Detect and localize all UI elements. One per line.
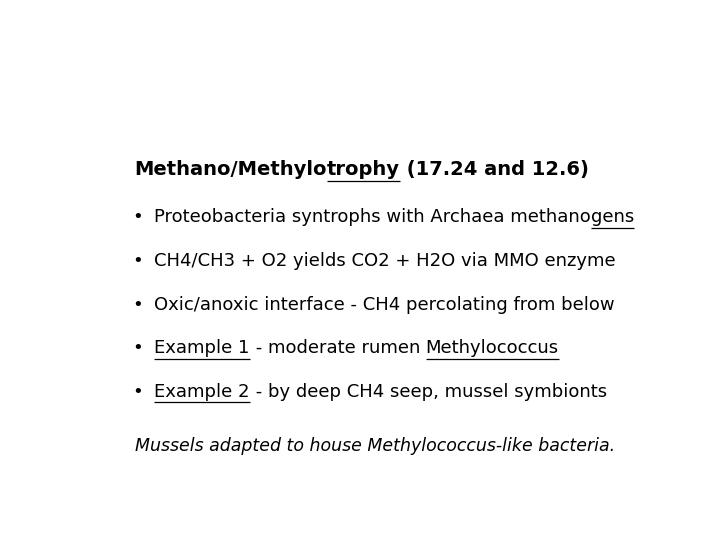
Text: trophy: trophy [327, 160, 400, 179]
Text: gens: gens [591, 208, 634, 226]
Text: •: • [132, 295, 143, 314]
Text: •: • [132, 208, 143, 226]
Text: - moderate rumen: - moderate rumen [250, 339, 426, 357]
Text: •: • [132, 383, 143, 401]
Text: •: • [132, 339, 143, 357]
Text: Methylococcus: Methylococcus [426, 339, 559, 357]
Text: - by deep CH4 seep, mussel symbionts: - by deep CH4 seep, mussel symbionts [250, 383, 607, 401]
Text: Proteobacteria syntrophs with Archaea methano: Proteobacteria syntrophs with Archaea me… [154, 208, 591, 226]
Text: CH4/CH3 + O2 yields CO2 + H2O via MMO enzyme: CH4/CH3 + O2 yields CO2 + H2O via MMO en… [154, 252, 616, 270]
Text: Example 2: Example 2 [154, 383, 250, 401]
Text: •: • [132, 252, 143, 270]
Text: Oxic/anoxic interface - CH4 percolating from below: Oxic/anoxic interface - CH4 percolating … [154, 295, 615, 314]
Text: (17.24 and 12.6): (17.24 and 12.6) [400, 160, 589, 179]
Text: Example 1: Example 1 [154, 339, 250, 357]
Text: Methano/Methylo: Methano/Methylo [135, 160, 327, 179]
Text: Mussels adapted to house Methylococcus-like bacteria.: Mussels adapted to house Methylococcus-l… [135, 437, 615, 455]
